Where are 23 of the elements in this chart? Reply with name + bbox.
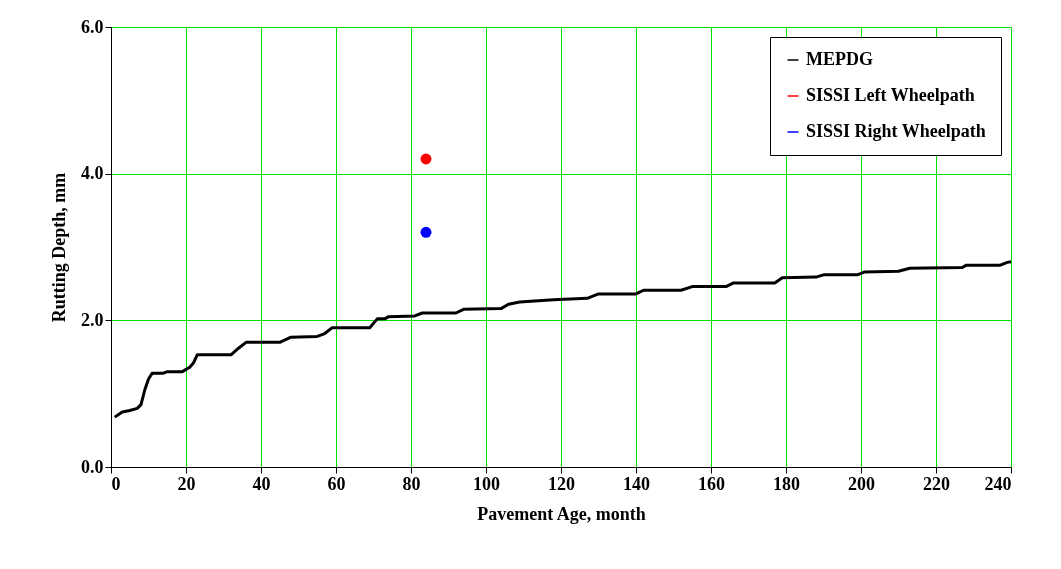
legend-label: SISSI Left Wheelpath: [806, 85, 975, 105]
x-tick-label: 220: [923, 473, 950, 494]
x-tick-label: 160: [698, 473, 725, 494]
x-tick-label: 60: [327, 473, 346, 494]
x-tick-label: 120: [548, 473, 575, 494]
y-tick-label: 2.0: [81, 309, 104, 330]
x-tick-label: 0: [111, 473, 121, 494]
x-tick-label: 180: [773, 473, 800, 494]
legend-label: MEPDG: [806, 49, 873, 69]
legend-label: SISSI Right Wheelpath: [806, 121, 986, 141]
x-tick-label: 240: [984, 473, 1012, 494]
x-tick-label: 80: [402, 473, 421, 494]
x-axis-title: Pavement Age, month: [477, 503, 646, 524]
x-tick-label: 100: [473, 473, 500, 494]
y-tick-label: 4.0: [81, 163, 104, 184]
y-tick-label: 6.0: [81, 16, 104, 37]
x-tick-label: 40: [252, 473, 271, 494]
y-tick-label: 0.0: [81, 456, 104, 477]
x-tick-label: 200: [848, 473, 875, 494]
line-series: [113, 260, 1013, 419]
y-axis-title: Rutting Depth, mm: [49, 172, 69, 323]
x-tick-label: 140: [623, 473, 650, 494]
x-tick-label: 20: [177, 473, 196, 494]
